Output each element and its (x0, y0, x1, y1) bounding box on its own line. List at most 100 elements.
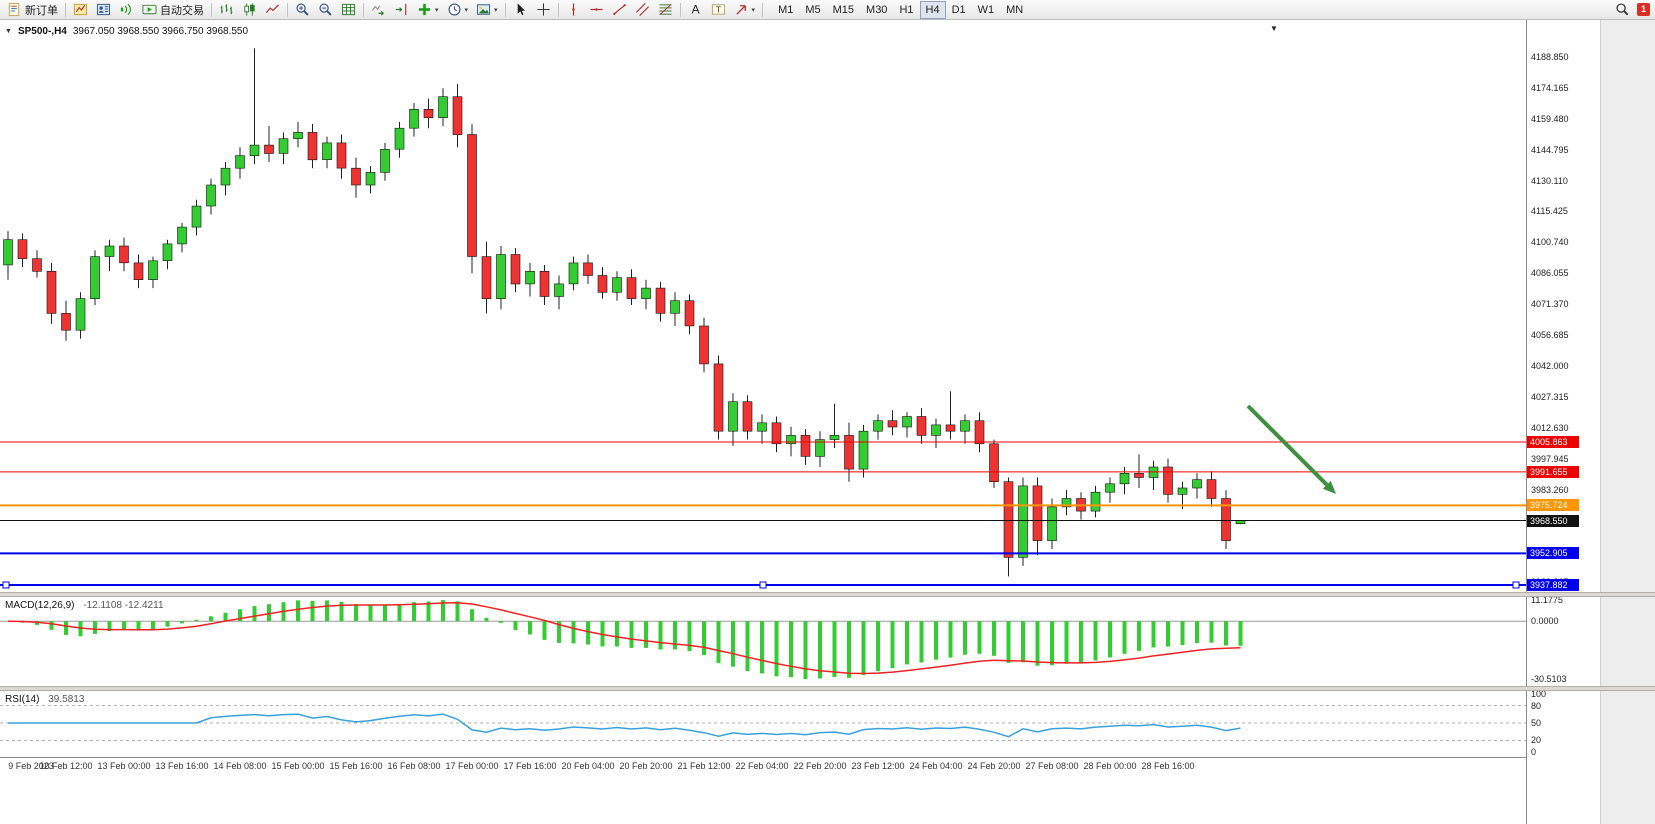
auto-scroll-button[interactable] (367, 1, 390, 19)
alerts-button[interactable] (115, 1, 138, 19)
cursor-icon (513, 2, 528, 17)
timeframe-d1-button[interactable]: D1 (946, 1, 972, 19)
time-axis-label: 24 Feb 20:00 (967, 761, 1021, 771)
zoom-in-icon (295, 2, 310, 17)
profiles-button[interactable] (92, 1, 115, 19)
time-axis-label: 15 Feb 16:00 (329, 761, 383, 771)
profiles-icon (96, 2, 111, 17)
text-label-button[interactable]: T (707, 1, 730, 19)
search-button[interactable] (1614, 2, 1631, 18)
auto-trading-label: 自动交易 (160, 4, 204, 17)
macd-axis-label: 0.0000 (1531, 616, 1559, 627)
rsi-axis-label: 50 (1531, 718, 1542, 728)
time-axis-label: 16 Feb 08:00 (387, 761, 441, 771)
svg-text:T: T (715, 4, 720, 14)
price-axis-label: 4159.480 (1531, 113, 1569, 124)
toolbar-separator (363, 2, 364, 17)
timeframe-m15-button[interactable]: M15 (827, 1, 860, 19)
toolbar-separator (211, 2, 212, 17)
toolbar-separator (65, 2, 66, 17)
macd-panel[interactable] (0, 597, 1526, 686)
level-price-badge: 4005.863 (1527, 436, 1579, 448)
right-gutter (1600, 20, 1655, 824)
chart-corner-menu-icon[interactable]: ▼ (1270, 24, 1278, 33)
rsi-line (8, 713, 1241, 738)
price-chart[interactable] (0, 20, 1526, 592)
time-axis-label: 22 Feb 20:00 (793, 761, 847, 771)
time-axis-label: 13 Feb 00:00 (97, 761, 151, 771)
chart-shift-button[interactable] (390, 1, 413, 19)
rsi-axis-label: 80 (1531, 700, 1542, 711)
macd-signal-line (7, 601, 1241, 675)
rsi-panel[interactable] (0, 691, 1526, 757)
vertical-line-button[interactable] (562, 1, 585, 19)
caret-down-icon: ▾ (435, 6, 439, 14)
notification-badge[interactable]: 1 (1637, 3, 1650, 16)
new-chart-button[interactable] (69, 1, 92, 19)
rsi-label: RSI(14) 39.5813 (5, 694, 84, 705)
level-price-badge: 3937.882 (1527, 579, 1579, 592)
text-tool-icon: A (688, 2, 703, 17)
macd-axis-label: 11.1775 (1531, 595, 1563, 606)
time-axis-label: 22 Feb 04:00 (735, 761, 789, 771)
line-handle[interactable] (1512, 581, 1520, 589)
fibonacci-button[interactable] (654, 1, 677, 19)
channel-button[interactable] (631, 1, 654, 19)
text-button[interactable]: A (684, 1, 707, 19)
bars-chart-button[interactable] (215, 1, 238, 19)
time-axis-label: 27 Feb 08:00 (1025, 761, 1079, 771)
macd-values: -12.1108 -12.4211 (83, 600, 164, 611)
chart-symbol-period: SP500-,H4 (17, 26, 67, 37)
sound-alert-icon (119, 2, 134, 17)
line-handle[interactable] (2, 581, 10, 589)
indicators-button[interactable]: ▾ (413, 1, 443, 19)
panel-splitter[interactable] (0, 592, 1655, 597)
timeframe-m30-button[interactable]: M30 (860, 1, 893, 19)
zoom-out-button[interactable] (314, 1, 337, 19)
candlestick-chart-button[interactable] (238, 1, 261, 19)
new-chart-icon (73, 2, 88, 17)
rsi-axis-label: 20 (1531, 735, 1542, 746)
grid-button[interactable] (337, 1, 360, 19)
cursor-button[interactable] (509, 1, 532, 19)
template-picture-icon (476, 2, 491, 17)
timeframe-m1-button[interactable]: M1 (772, 1, 799, 19)
templates-button[interactable]: ▾ (472, 1, 502, 19)
toolbar-separator (557, 2, 559, 17)
line-handle[interactable] (759, 581, 767, 589)
current-price-badge: 3968.550 (1527, 514, 1579, 527)
toolbar-separator (762, 2, 764, 17)
price-axis-label: 4130.110 (1531, 175, 1568, 186)
time-axis-label: 9 Feb 2023 (8, 761, 54, 771)
zoom-in-button[interactable] (291, 1, 314, 19)
time-axis-label: 23 Feb 12:00 (851, 761, 905, 771)
new-order-button[interactable]: 新订单 (3, 1, 62, 19)
price-axis-label: 4144.795 (1531, 144, 1569, 155)
new-order-icon (7, 2, 22, 17)
timeframe-mn-button[interactable]: MN (1000, 1, 1029, 19)
periods-button[interactable]: ▾ (443, 1, 473, 19)
chart-shift-icon (394, 2, 409, 17)
trend-arrow-annotation[interactable] (1246, 404, 1336, 494)
timeframe-m5-button[interactable]: M5 (799, 1, 826, 19)
timeframe-h1-button[interactable]: H1 (893, 1, 919, 19)
horizontal-line-button[interactable] (585, 1, 608, 19)
chart-menu-triangle-icon[interactable]: ▼ (5, 28, 12, 35)
price-axis[interactable]: 4188.850 4174.165 4159.480 4144.795 4130.110… (1526, 20, 1600, 824)
price-axis-label: 4027.315 (1531, 391, 1569, 402)
crosshair-button[interactable] (532, 1, 555, 19)
caret-down-icon: ▾ (494, 6, 498, 14)
timeframe-h4-button[interactable]: H4 (919, 0, 946, 19)
time-axis-label: 17 Feb 16:00 (503, 761, 557, 771)
timeframe-w1-button[interactable]: W1 (972, 1, 1001, 19)
arrows-button[interactable]: ▾ (730, 1, 760, 19)
price-axis-label: 3983.260 (1531, 484, 1569, 495)
price-axis-label: 4071.370 (1531, 299, 1569, 310)
trendline-button[interactable] (608, 1, 631, 19)
toolbar-separator (287, 2, 288, 17)
macd-name: MACD(12,26,9) (5, 600, 75, 611)
line-chart-button[interactable] (261, 1, 284, 19)
time-axis[interactable]: 9 Feb 2023 10 Feb 12:00 13 Feb 00:00 13 Feb… (0, 757, 1600, 776)
panel-splitter[interactable] (0, 686, 1655, 691)
auto-trading-button[interactable]: 自动交易 (138, 1, 208, 19)
